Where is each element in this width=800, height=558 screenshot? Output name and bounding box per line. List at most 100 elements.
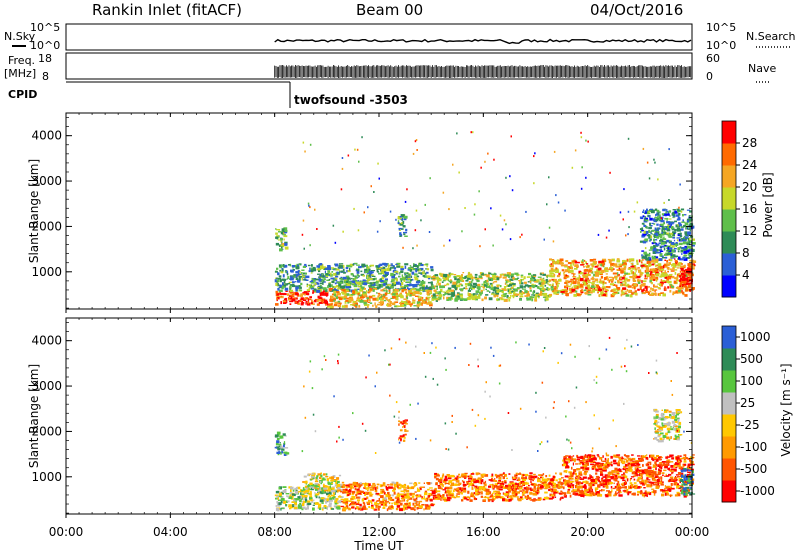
scatter-cell <box>487 280 489 283</box>
scatter-cell <box>407 493 409 496</box>
scatter-cell <box>280 452 282 454</box>
sparse-echo <box>335 242 337 244</box>
sparse-echo <box>443 245 445 247</box>
scatter-cell <box>334 289 338 290</box>
scatter-cell <box>399 264 401 265</box>
scatter-cell <box>412 495 414 498</box>
scatter-cell <box>356 507 358 508</box>
scatter-cell <box>561 291 565 293</box>
scatter-cell <box>667 213 670 215</box>
scatter-cell <box>386 304 388 306</box>
scatter-cell <box>682 276 686 278</box>
scatter-cell <box>372 499 375 501</box>
scatter-cell <box>307 294 309 296</box>
scatter-cell <box>683 278 685 280</box>
scatter-cell <box>345 286 346 288</box>
scatter-cell <box>419 284 423 286</box>
scatter-cell <box>408 303 412 304</box>
scatter-cell <box>684 294 687 297</box>
scatter-cell <box>549 271 551 273</box>
scatter-cell <box>659 254 662 256</box>
scatter-cell <box>278 229 280 231</box>
scatter-cell <box>683 255 687 257</box>
scatter-cell <box>327 481 329 484</box>
scatter-cell <box>323 477 325 479</box>
scatter-cell <box>348 508 351 510</box>
scatter-cell <box>295 498 299 500</box>
scatter-cell <box>294 505 295 507</box>
scatter-cell <box>284 239 285 241</box>
scatter-cell <box>331 267 334 268</box>
scatter-cell <box>393 271 395 272</box>
scatter-cell <box>482 291 483 294</box>
scatter-cell <box>584 283 586 286</box>
scatter-cell <box>379 498 380 501</box>
scatter-cell <box>605 282 606 284</box>
scatter-cell <box>392 482 395 484</box>
scatter-cell <box>531 299 533 302</box>
scatter-cell <box>287 500 289 502</box>
sparse-echo <box>668 148 670 150</box>
colorbar-segment <box>722 121 736 144</box>
scatter-cell <box>496 287 499 289</box>
scatter-cell <box>605 268 608 270</box>
scatter-cell <box>331 476 334 479</box>
scatter-cell <box>604 277 607 280</box>
scatter-cell <box>637 267 640 268</box>
scatter-cell <box>392 303 396 306</box>
scatter-cell <box>426 272 429 274</box>
scatter-cell <box>336 296 338 299</box>
scatter-cell <box>453 490 455 492</box>
sparse-echo <box>377 231 379 233</box>
scatter-cell <box>311 302 313 304</box>
scatter-cell <box>474 293 478 294</box>
scatter-cell <box>678 250 680 252</box>
scatter-cell <box>520 293 523 295</box>
scatter-cell <box>446 284 449 286</box>
scatter-cell <box>613 273 617 275</box>
scatter-cell <box>654 270 658 272</box>
scatter-cell <box>447 293 451 295</box>
scatter-cell <box>325 486 329 488</box>
scatter-cell <box>671 270 675 272</box>
scatter-cell <box>407 272 408 274</box>
scatter-cell <box>411 288 415 290</box>
scatter-cell <box>275 228 277 229</box>
scatter-cell <box>369 492 371 495</box>
scatter-cell <box>500 285 502 287</box>
scatter-cell <box>594 261 597 264</box>
scatter-cell <box>552 283 554 285</box>
scatter-cell <box>456 275 459 277</box>
scatter-cell <box>627 279 630 280</box>
scatter-cell <box>632 293 634 295</box>
scatter-cell <box>358 286 360 288</box>
scatter-cell <box>452 282 456 285</box>
scatter-cell <box>574 264 578 267</box>
scatter-cell <box>580 290 582 292</box>
scatter-cell <box>452 285 456 288</box>
sparse-echo <box>581 188 583 190</box>
scatter-cell <box>396 278 398 281</box>
scatter-cell <box>425 301 427 303</box>
scatter-cell <box>351 299 354 301</box>
scatter-cell <box>535 294 538 297</box>
scatter-cell <box>452 479 456 481</box>
scatter-cell <box>649 218 653 221</box>
scatter-cell <box>286 493 290 494</box>
scatter-cell <box>571 267 573 270</box>
sparse-echo <box>658 228 660 230</box>
scatter-cell <box>674 229 677 231</box>
scatter-cell <box>386 487 389 489</box>
scatter-cell <box>323 280 324 282</box>
scatter-cell <box>509 281 511 282</box>
scatter-cell <box>390 305 392 307</box>
scatter-cell <box>600 292 603 295</box>
scatter-cell <box>582 259 584 262</box>
scatter-cell <box>602 286 603 288</box>
scatter-cell <box>290 487 294 490</box>
scatter-cell <box>328 504 331 507</box>
scatter-cell <box>470 286 471 288</box>
scatter-cell <box>330 296 333 299</box>
scatter-cell <box>637 280 641 282</box>
scatter-cell <box>280 508 281 511</box>
